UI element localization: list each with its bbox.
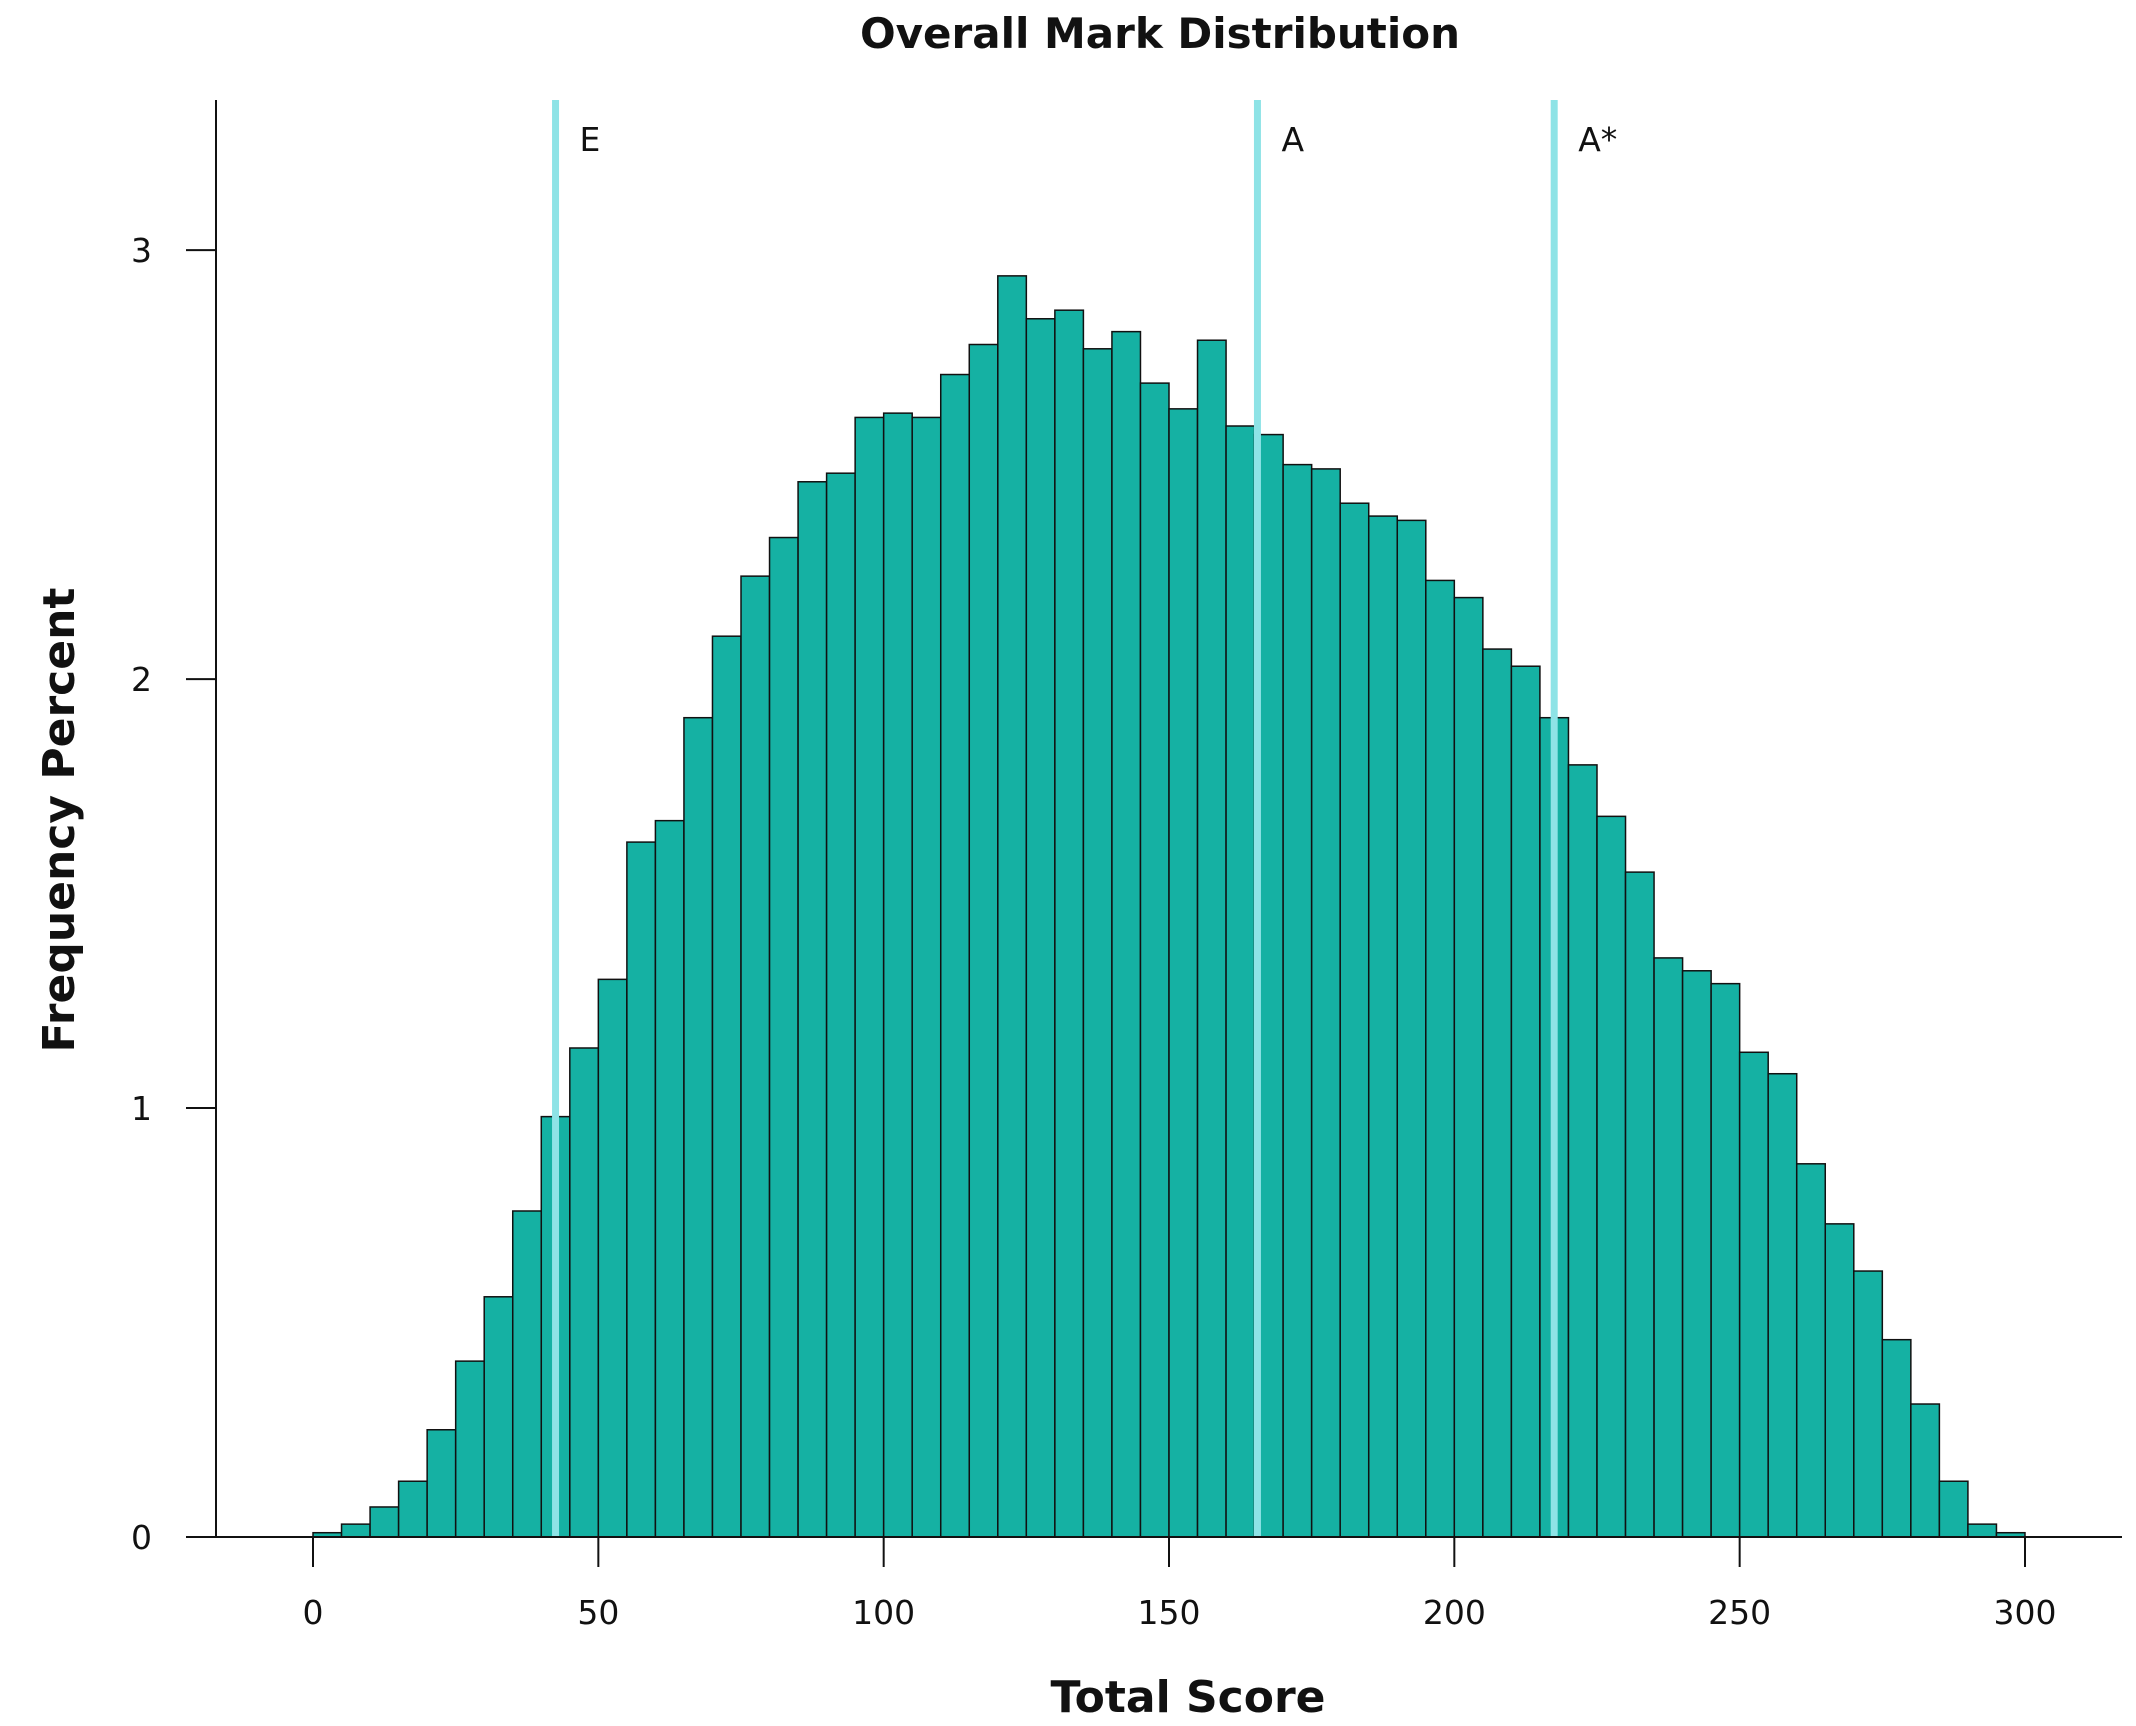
- histogram-bar: [740, 575, 771, 1538]
- histogram-bar: [626, 841, 657, 1538]
- histogram-bar: [426, 1429, 457, 1538]
- grade-boundary-label: A*: [1578, 120, 1617, 159]
- histogram-bar: [939, 373, 971, 1538]
- y-tick-label: 1: [131, 1089, 152, 1128]
- x-ticks-group: 0 50 100 150 200 250 300: [303, 1537, 2056, 1632]
- x-tick-label: 0: [303, 1593, 324, 1632]
- histogram-bar: [1482, 648, 1513, 1538]
- x-tick-label: 150: [1138, 1593, 1201, 1632]
- histogram-bar: [483, 1296, 514, 1538]
- histogram-bar: [654, 819, 685, 1538]
- histogram-bar: [997, 275, 1028, 1538]
- histogram-bar: [1967, 1523, 1998, 1538]
- histogram-bar: [854, 416, 885, 1538]
- histogram-bar: [597, 978, 628, 1538]
- histogram-bar: [1853, 1270, 1884, 1538]
- histogram-bar: [1339, 502, 1370, 1538]
- y-tick-label: 2: [131, 660, 152, 699]
- histogram-bar: [1624, 871, 1655, 1538]
- x-tick-label: 300: [1993, 1593, 2056, 1632]
- histogram-bar: [369, 1506, 400, 1538]
- x-tick-label: 250: [1708, 1593, 1771, 1632]
- histogram-bar: [882, 412, 913, 1538]
- histogram-bar: [1225, 425, 1256, 1538]
- histogram-bar: [511, 1210, 543, 1538]
- histogram-bar: [1082, 348, 1113, 1538]
- histogram-bar: [1367, 515, 1399, 1538]
- histogram-bar: [454, 1360, 485, 1538]
- histogram-bar: [1282, 463, 1313, 1538]
- histogram-bar: [1168, 408, 1199, 1538]
- grade-boundary-label: A: [1281, 120, 1304, 159]
- chart-title: Overall Mark Distribution: [860, 9, 1460, 58]
- y-ticks-group: 0 1 2 3: [131, 231, 216, 1557]
- x-tick-label: 100: [852, 1593, 915, 1632]
- histogram-bar: [1510, 665, 1541, 1538]
- histogram-bar: [569, 1047, 600, 1538]
- histogram-bar: [1824, 1223, 1855, 1538]
- x-tick-label: 50: [577, 1593, 619, 1632]
- histogram-bar: [1881, 1338, 1912, 1538]
- histogram-bar: [1196, 339, 1227, 1538]
- histogram-bar: [1567, 764, 1598, 1538]
- histogram-bar: [340, 1523, 371, 1538]
- histogram-bar: [1111, 330, 1142, 1538]
- histogram-bar: [1938, 1480, 1969, 1538]
- histogram-bar: [1453, 596, 1484, 1538]
- histogram-bar: [968, 343, 999, 1538]
- histogram-bar: [1710, 982, 1741, 1538]
- histogram-bar: [911, 416, 942, 1538]
- histogram-bar: [1767, 1072, 1798, 1538]
- histogram-bar: [1139, 382, 1170, 1538]
- histogram-bar: [1681, 970, 1712, 1538]
- histogram-bar: [1310, 468, 1341, 1538]
- histogram-bar: [683, 716, 714, 1538]
- histogram-bar: [1396, 519, 1427, 1538]
- histogram-bar: [1738, 1051, 1769, 1538]
- x-axis-label: Total Score: [1050, 1672, 1325, 1723]
- histogram-bar: [1910, 1403, 1941, 1538]
- histogram-bar: [825, 472, 856, 1538]
- histogram-bar: [1054, 309, 1085, 1538]
- histogram-bar: [1596, 815, 1627, 1538]
- histogram-bar: [711, 635, 742, 1538]
- grade-lines-group: E A A*: [552, 100, 1617, 1537]
- histogram-bar: [1025, 318, 1056, 1538]
- y-tick-label: 3: [131, 231, 152, 270]
- y-axis-label: Frequency Percent: [34, 588, 85, 1053]
- y-tick-label: 0: [131, 1518, 152, 1557]
- histogram-bar: [797, 481, 828, 1538]
- bars-group: [312, 275, 2026, 1538]
- histogram-bar: [1653, 957, 1684, 1538]
- x-tick-label: 200: [1423, 1593, 1486, 1632]
- histogram-bar: [1425, 579, 1456, 1538]
- histogram-bar: [1795, 1163, 1827, 1538]
- histogram-bar: [397, 1480, 428, 1538]
- grade-boundary-label: E: [580, 120, 601, 159]
- histogram-bar: [768, 536, 799, 1538]
